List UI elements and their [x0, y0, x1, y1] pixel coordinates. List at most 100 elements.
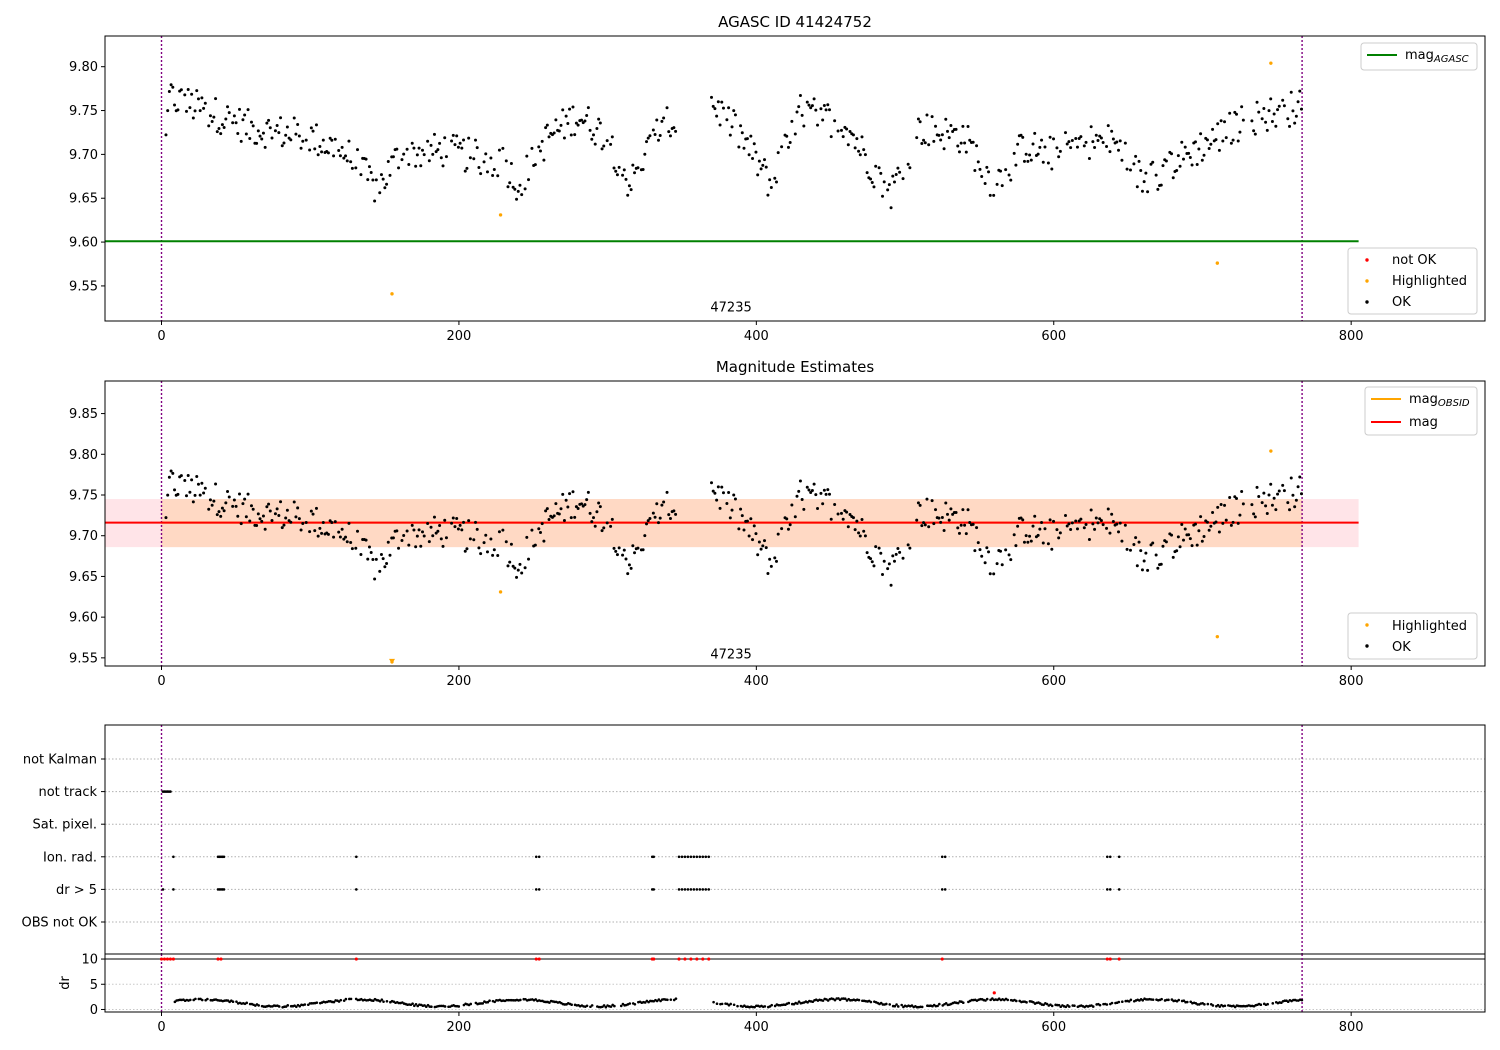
- ok-point: [210, 120, 214, 124]
- ok-point: [309, 126, 313, 130]
- ok-point: [1146, 190, 1150, 194]
- ok-point: [342, 537, 346, 541]
- flag-point: [537, 855, 541, 859]
- flag-point: [943, 888, 947, 891]
- y-tick-label: 9.75: [69, 489, 98, 504]
- dr-point: [337, 1000, 341, 1003]
- ok-point: [1055, 528, 1059, 532]
- ok-point: [462, 138, 466, 142]
- ok-point: [366, 557, 370, 561]
- ok-point: [367, 165, 371, 169]
- ok-point: [1024, 534, 1028, 538]
- ok-point: [504, 159, 508, 163]
- ok-point: [987, 170, 991, 174]
- ok-point: [1224, 518, 1228, 522]
- dr-point: [797, 1000, 801, 1003]
- ok-point: [602, 144, 606, 148]
- ok-point: [1096, 139, 1100, 143]
- ok-point: [1016, 142, 1020, 146]
- ok-point: [1139, 168, 1143, 172]
- flag-point: [680, 888, 684, 891]
- dr-point: [534, 998, 538, 1001]
- dr-point: [659, 999, 662, 1003]
- ok-point: [530, 146, 534, 150]
- ok-point: [862, 148, 866, 152]
- ok-point: [436, 148, 440, 152]
- ok-point: [525, 154, 529, 158]
- ok-point: [740, 131, 744, 135]
- flag-point: [683, 888, 687, 891]
- dr-point: [590, 1004, 594, 1007]
- ok-point: [598, 121, 602, 125]
- ok-point: [1075, 145, 1079, 149]
- ok-point: [260, 137, 264, 141]
- x-tick-label: 800: [1339, 329, 1364, 344]
- ok-point: [1288, 508, 1292, 512]
- ok-point: [444, 536, 448, 540]
- ok-point: [968, 521, 972, 525]
- ok-point: [356, 148, 360, 152]
- ok-point: [788, 523, 792, 527]
- ok-point: [710, 481, 714, 485]
- ok-point: [1063, 513, 1067, 517]
- ok-point: [371, 178, 375, 182]
- dr-point: [869, 1000, 873, 1004]
- ok-point: [1164, 540, 1168, 544]
- legend-marker: [1365, 258, 1369, 262]
- dr-point: [245, 1001, 249, 1005]
- ok-point: [345, 540, 349, 544]
- ok-point: [916, 501, 920, 505]
- ok-point: [506, 185, 510, 189]
- dr-point: [938, 1002, 941, 1006]
- ok-point: [824, 108, 828, 112]
- ok-point: [1139, 549, 1143, 553]
- ok-point: [845, 510, 849, 514]
- ok-point: [1146, 568, 1150, 572]
- ok-point: [828, 492, 831, 496]
- dr-point: [1127, 1000, 1131, 1003]
- ok-point: [872, 564, 876, 568]
- ok-point: [513, 566, 517, 570]
- ok-point: [1075, 527, 1079, 531]
- dr-point: [984, 999, 987, 1002]
- ok-point: [292, 116, 296, 120]
- ok-point: [248, 137, 252, 141]
- ok-point: [1250, 119, 1254, 123]
- ok-point: [966, 508, 970, 512]
- ok-point: [1178, 164, 1182, 168]
- ok-point: [1176, 154, 1180, 158]
- ok-point: [590, 137, 594, 141]
- ok-point: [1082, 144, 1086, 148]
- dr-point: [669, 998, 673, 1001]
- ok-point: [797, 105, 801, 109]
- ok-point: [908, 166, 912, 170]
- ok-point: [441, 544, 445, 548]
- ok-point: [629, 188, 633, 192]
- ok-point: [598, 505, 602, 509]
- ok-point: [171, 471, 175, 475]
- ok-point: [971, 522, 975, 526]
- ok-point: [301, 139, 305, 143]
- ok-point: [559, 123, 563, 127]
- ok-point: [438, 523, 442, 527]
- ok-point: [920, 142, 924, 146]
- ok-point: [824, 492, 828, 496]
- dr-point: [613, 1004, 616, 1008]
- ok-point: [571, 490, 575, 494]
- flag-point: [1105, 888, 1109, 891]
- ok-point: [894, 172, 898, 176]
- ok-point: [711, 489, 715, 493]
- ok-point: [1274, 124, 1278, 128]
- ok-point: [227, 495, 231, 499]
- ok-point: [576, 123, 580, 127]
- y-tick-label: 9.70: [69, 148, 98, 163]
- ok-point: [297, 517, 301, 521]
- dr-point: [1223, 1004, 1227, 1008]
- flag-point: [698, 855, 702, 859]
- ok-point: [1026, 159, 1030, 163]
- ok-point: [1217, 530, 1221, 534]
- ok-point: [1181, 538, 1185, 542]
- dr-point: [1105, 1003, 1109, 1006]
- dr-point: [188, 998, 192, 1002]
- ok-point: [496, 554, 500, 558]
